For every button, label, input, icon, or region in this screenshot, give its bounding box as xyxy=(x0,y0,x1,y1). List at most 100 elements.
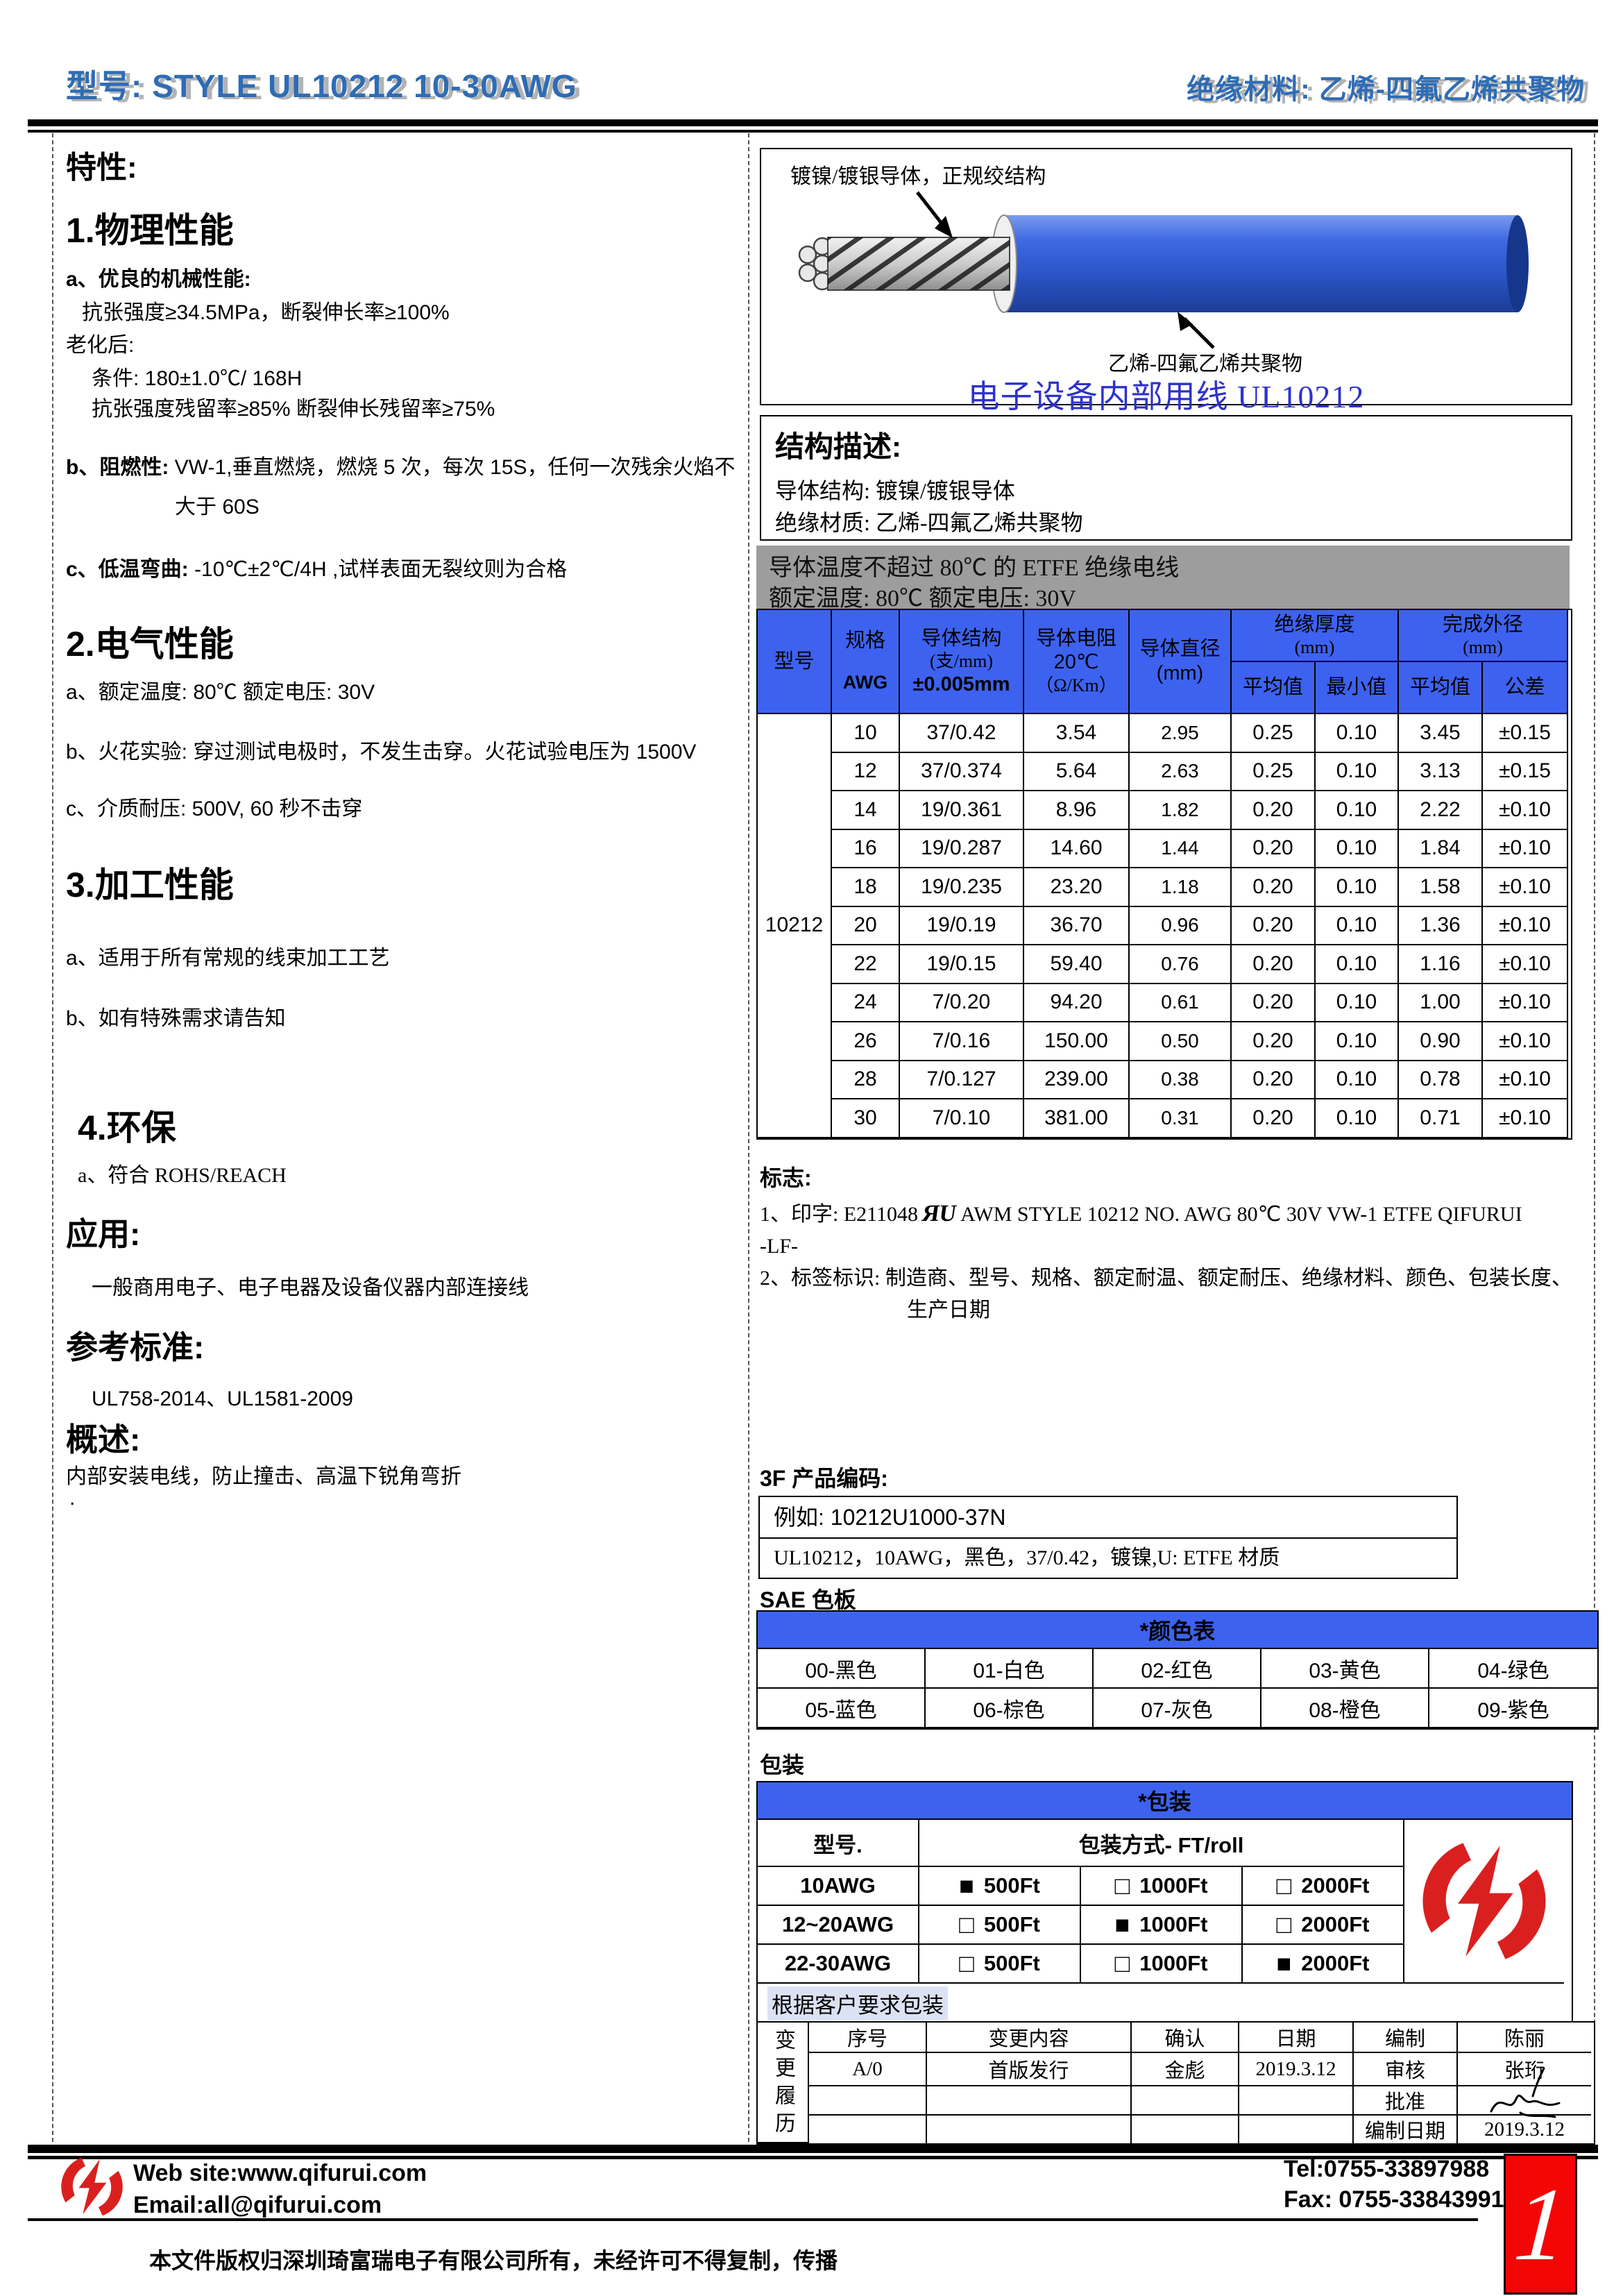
packing-option-cell: □ 2000Ft xyxy=(1243,1906,1404,1945)
packing-grid: 型号. 包装方式- FT/roll 10AWG ■ 500Ft □ 1000Ft □… xyxy=(758,1820,1572,1984)
color-table-header: *颜色表 xyxy=(758,1612,1597,1649)
insulation-callout-label: 乙烯-四氟乙烯共聚物 xyxy=(1108,353,1302,375)
header-divider xyxy=(28,119,1598,133)
footer-website-link[interactable]: Web site:www.qifurui.com xyxy=(133,2160,427,2186)
flame-text-2: 大于 60S xyxy=(175,496,260,518)
spec-header-ins-min: 最小值 xyxy=(1316,662,1399,714)
footer-fax: Fax: 0755-33843991-3 xyxy=(1284,2186,1525,2213)
flame-line: b、阻燃性: VW-1,垂直燃烧，燃烧 5 次，每次 15S，任何一次残余火焰不 xyxy=(66,450,736,480)
revision-h-confirm: 确认 xyxy=(1132,2023,1239,2053)
insulation-min-cell: 0.10 xyxy=(1316,829,1399,868)
packing-option-label: 2000Ft xyxy=(1301,1873,1370,1898)
marking-item1-prefix: 1、印字: E211048 xyxy=(760,1203,919,1226)
electrical-b: b、火花实验: 穿过测试电极时，不发生击穿。火花试验电压为 1500V xyxy=(66,741,697,763)
diameter-cell: 0.50 xyxy=(1130,1022,1232,1061)
checkbox-icon: ■ xyxy=(959,1871,974,1900)
packing-option-label: 2000Ft xyxy=(1301,1912,1370,1936)
insulation-min-cell: 0.10 xyxy=(1316,714,1399,753)
structure-cell: 19/0.15 xyxy=(900,945,1024,984)
checkbox-icon: □ xyxy=(959,1949,974,1977)
spec-header-structure: 导体结构 (支/mm) ±0.005mm xyxy=(900,610,1024,714)
revision-r2-value: 张珩 xyxy=(1458,2053,1591,2086)
revision-r2-confirm: 金彪 xyxy=(1132,2053,1239,2086)
revision-h-serial: 序号 xyxy=(809,2023,927,2053)
spec-header-insulation-unit: (mm) xyxy=(1294,637,1335,658)
structure-cell: 7/0.20 xyxy=(900,984,1024,1022)
left-margin-dashed-line xyxy=(52,133,53,2142)
revision-prepared-by: 陈丽 xyxy=(1458,2023,1591,2053)
application-text: 一般商用电子、电子电器及设备仪器内部连接线 xyxy=(92,1276,529,1299)
spec-header-structure-2: (支/mm) xyxy=(930,651,993,672)
packing-note-text: 根据客户要求包装 xyxy=(767,1986,948,2020)
awg-cell: 30 xyxy=(832,1099,900,1138)
diameter-cell: 0.38 xyxy=(1130,1061,1232,1099)
footer-rule xyxy=(28,2218,1478,2221)
revision-empty-cell xyxy=(1132,2116,1239,2143)
structure-cell: 19/0.361 xyxy=(900,791,1024,830)
insulation-min-cell: 0.10 xyxy=(1316,945,1399,984)
revision-empty-cell xyxy=(809,2086,927,2116)
processing-b: b、如有特殊需求请告知 xyxy=(66,1007,286,1030)
spec-header-model: 型号 xyxy=(758,610,832,714)
spec-header-diameter: 导体直径(mm) xyxy=(1130,610,1232,714)
signature-icon xyxy=(1490,2067,1561,2118)
resistance-cell: 5.64 xyxy=(1024,752,1130,791)
processing-title: 3.加工性能 xyxy=(66,866,234,904)
insulation-min-cell: 0.10 xyxy=(1316,1061,1399,1099)
overview-title: 概述: xyxy=(66,1421,141,1458)
insulation-avg-cell: 0.25 xyxy=(1232,714,1316,753)
resistance-cell: 3.54 xyxy=(1024,714,1130,753)
packing-label: 包装 xyxy=(760,1753,805,1778)
od-tolerance-cell: ±0.10 xyxy=(1483,1061,1568,1099)
revision-table: 变更履历 序号 变更内容 确认 日期 编制 陈丽 A/0 首版发行 金彪 201… xyxy=(756,2021,1595,2145)
reference-title: 参考标准: xyxy=(66,1329,205,1365)
spec-header-od-label: 完成外径 xyxy=(1442,613,1523,636)
packing-logo-cell xyxy=(1404,1820,1564,1984)
insulation-avg-cell: 0.20 xyxy=(1232,791,1316,830)
insulation-min-cell: 0.10 xyxy=(1316,868,1399,907)
od-avg-cell: 3.45 xyxy=(1399,714,1483,753)
diameter-cell: 1.82 xyxy=(1130,791,1232,830)
footer-email-link[interactable]: Email:all@qifurui.com xyxy=(133,2192,382,2218)
checkbox-icon: □ xyxy=(1276,1910,1292,1939)
od-tolerance-cell: ±0.10 xyxy=(1483,906,1568,945)
packing-header: *包装 xyxy=(758,1782,1572,1820)
packing-option-label: 1000Ft xyxy=(1139,1912,1208,1936)
color-table: *颜色表 00-黑色 01-白色 02-红色 03-黄色 04-绿色 05-蓝色 06-棕色… xyxy=(756,1610,1599,1730)
revision-empty-cell xyxy=(1132,2086,1239,2116)
electrical-title: 2.电气性能 xyxy=(66,625,234,664)
spec-header-od-tol: 公差 xyxy=(1483,662,1568,714)
insulation-min-cell: 0.10 xyxy=(1316,984,1399,1022)
packing-option-cell: ■ 1000Ft xyxy=(1081,1906,1243,1945)
checkbox-icon: □ xyxy=(1276,1871,1292,1900)
wire-illustration xyxy=(798,191,1529,349)
od-avg-cell: 0.90 xyxy=(1399,1022,1483,1061)
checkbox-icon: ■ xyxy=(1276,1949,1292,1977)
od-avg-cell: 3.13 xyxy=(1399,752,1483,791)
revision-empty-cell xyxy=(1239,2086,1354,2116)
resistance-cell: 8.96 xyxy=(1024,791,1130,830)
color-cell: 04-绿色 xyxy=(1429,1649,1597,1689)
structure-cell: 19/0.287 xyxy=(900,829,1024,868)
od-avg-cell: 1.58 xyxy=(1399,868,1483,907)
marking-section: 标志: 1、印字: E211048 ЯU AWM STYLE 10212 NO. A… xyxy=(760,1160,1603,1326)
color-table-grid: 00-黑色 01-白色 02-红色 03-黄色 04-绿色 05-蓝色 06-棕色 07-灰色… xyxy=(758,1649,1597,1728)
revision-h-date: 日期 xyxy=(1239,2023,1354,2053)
spec-header-resistance-1: 导体电阻 xyxy=(1035,627,1116,650)
revision-r4-value: 2019.3.12 xyxy=(1484,2118,1565,2141)
marking-title: 标志: xyxy=(760,1165,812,1190)
application-title: 应用: xyxy=(66,1216,141,1252)
revision-r4-label: 编制日期 xyxy=(1354,2116,1458,2143)
conductor-callout-label: 镀镍/镀银导体，正规绞结构 xyxy=(790,165,1046,188)
physical-aging: 老化后: xyxy=(66,334,135,357)
coding-description: UL10212，10AWG，黑色，37/0.42，镀镍,U: ETFE 材质 xyxy=(774,1546,1280,1569)
resistance-cell: 14.60 xyxy=(1024,829,1130,868)
electrical-a: a、额定温度: 80℃ 额定电压: 30V xyxy=(66,681,375,704)
resistance-cell: 23.20 xyxy=(1024,868,1130,907)
cold-bend-text: -10℃±2℃/4H ,试样表面无裂纹则为合格 xyxy=(194,558,568,581)
flame-text: VW-1,垂直燃烧，燃烧 5 次，每次 15S，任何一次残余火焰不 xyxy=(174,456,736,479)
processing-a: a、适用于所有常规的线束加工工艺 xyxy=(66,947,390,970)
packing-note: 根据客户要求包装 xyxy=(758,1984,1572,2023)
packing-model-cell: 12~20AWG xyxy=(758,1906,919,1945)
electrical-c: c、介质耐压: 500V, 60 秒不击穿 xyxy=(66,797,363,820)
